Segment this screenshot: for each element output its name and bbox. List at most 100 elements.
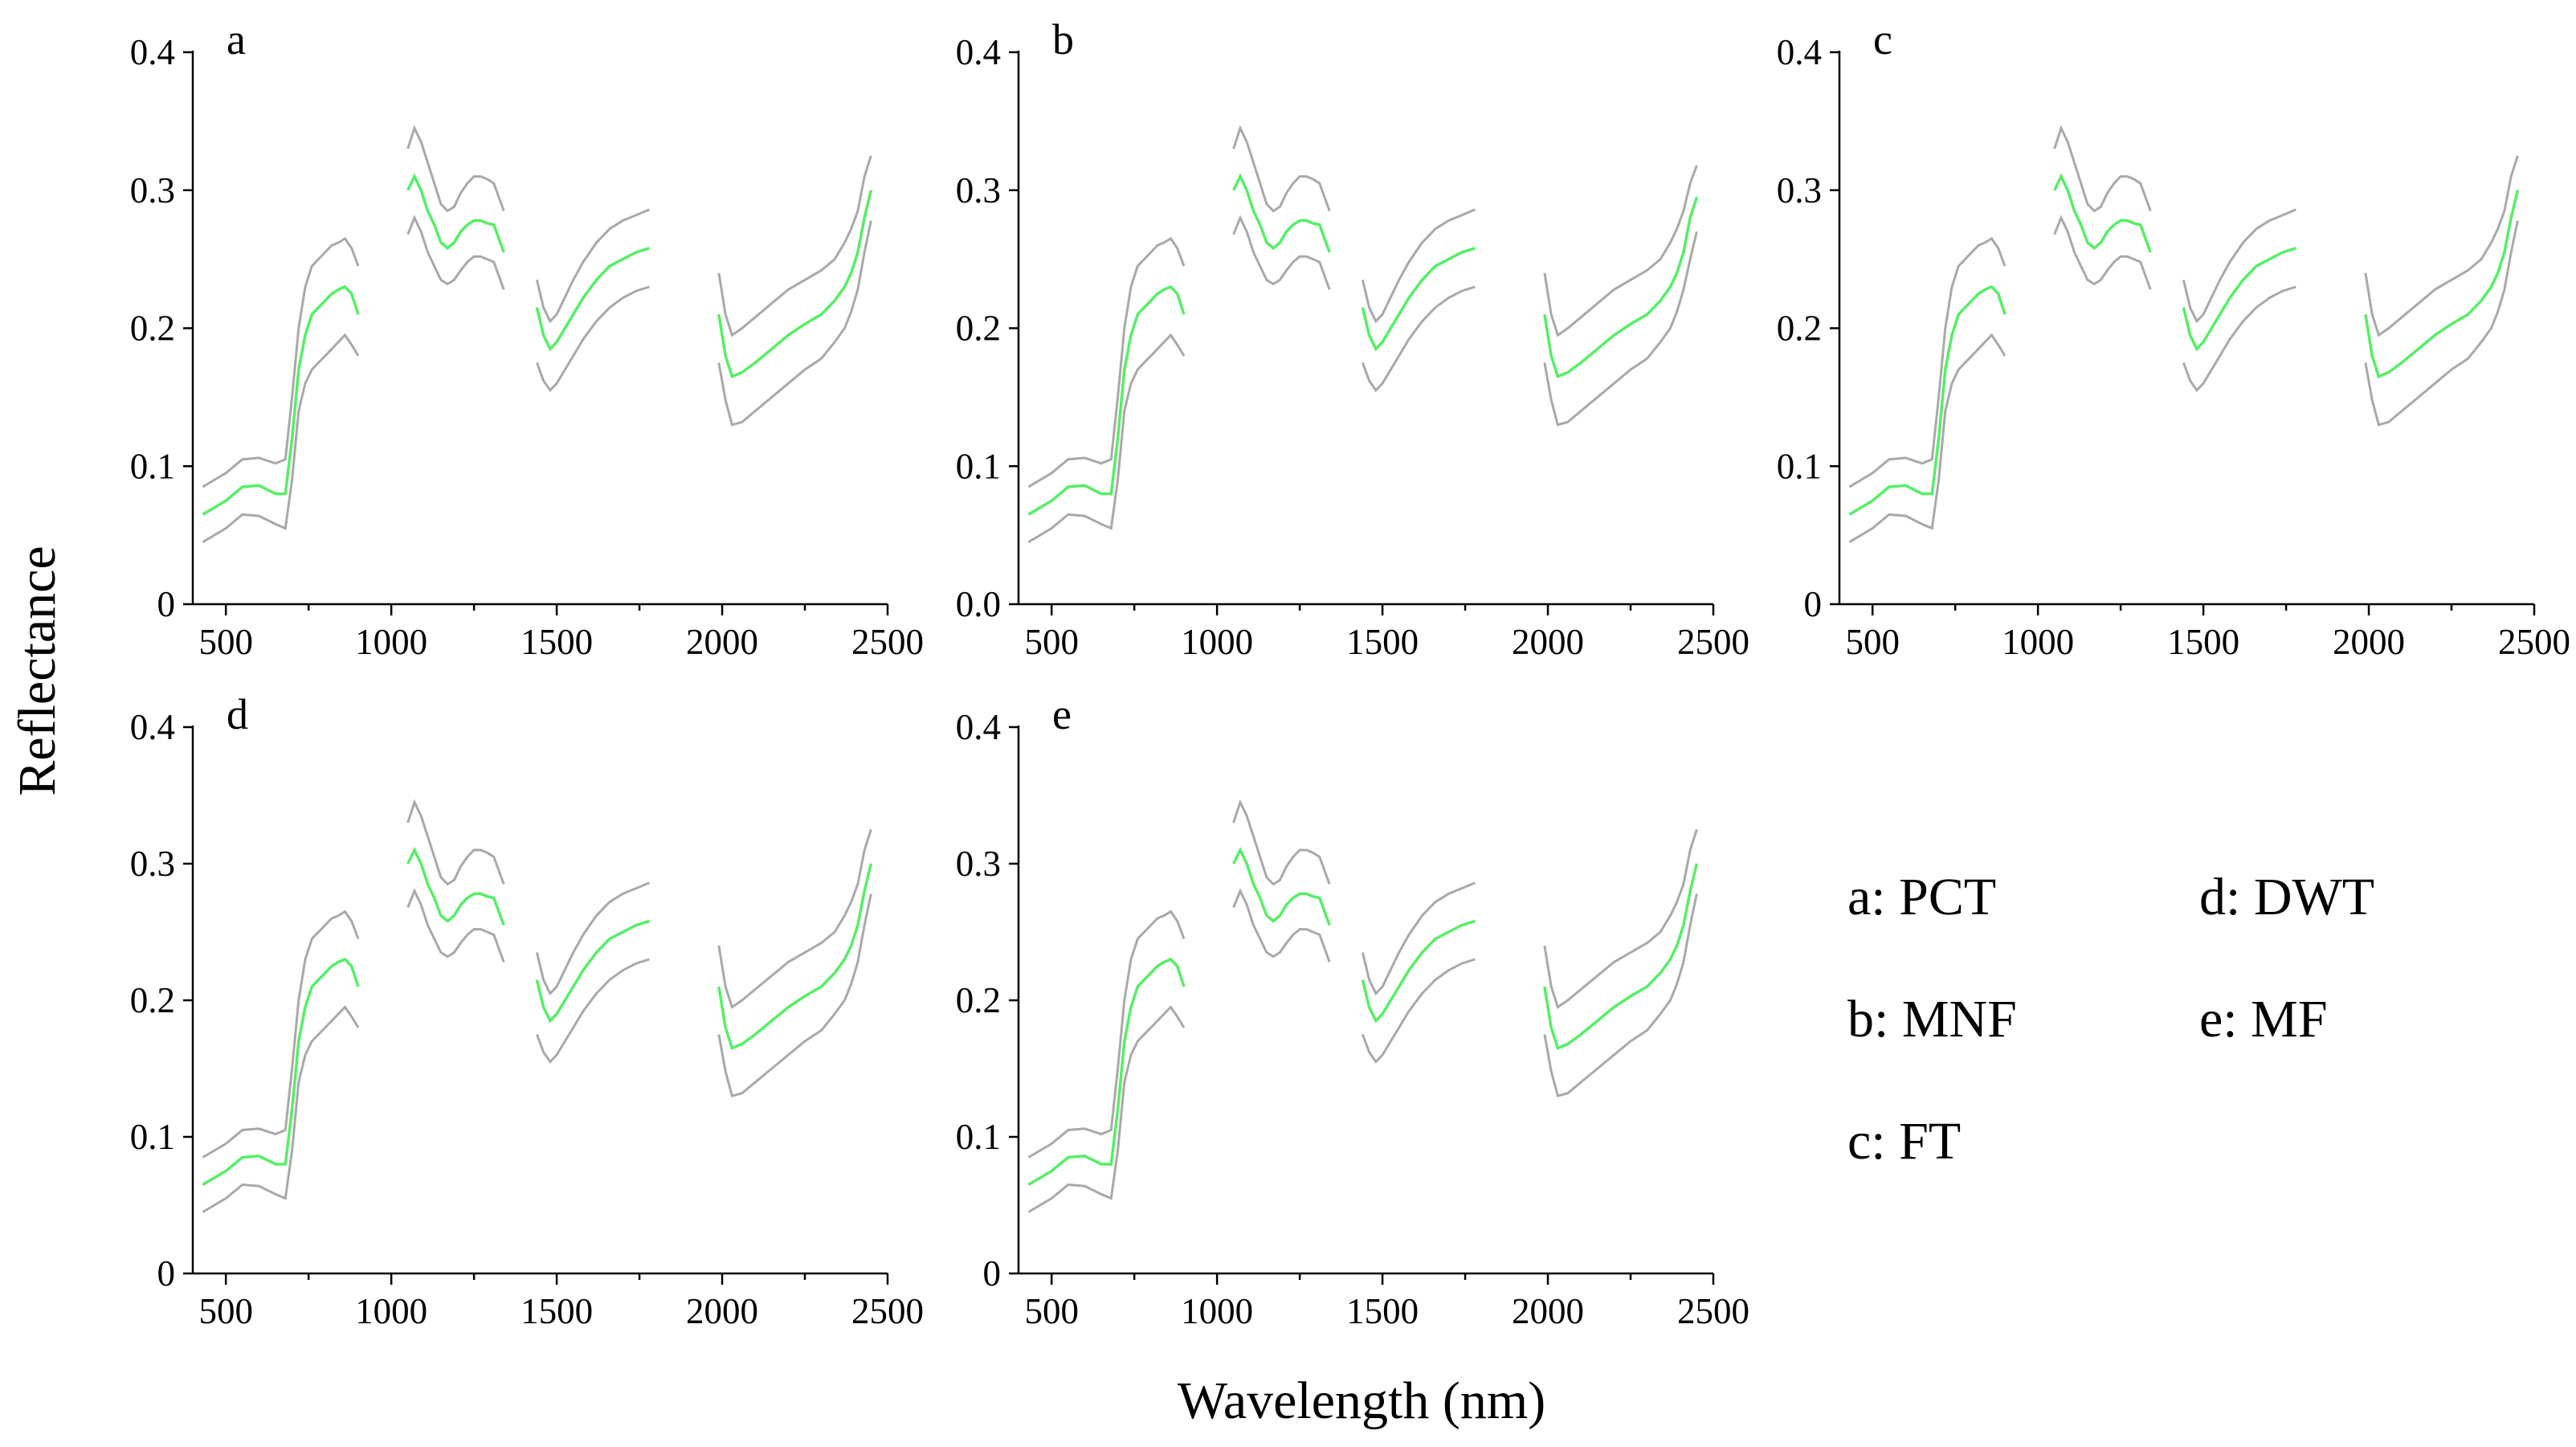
legend-entry-b: b: MNF	[1847, 990, 2017, 1048]
y-tick-label: 0.1	[956, 446, 1001, 486]
spectrum-segment-3	[2182, 208, 2296, 393]
upper-bound-line	[1361, 208, 1476, 324]
mean-reflectance-line	[535, 919, 650, 1024]
spectrum-segment-3	[535, 208, 650, 393]
mean-reflectance-line	[1232, 846, 1331, 926]
lower-bound-line	[1543, 231, 1698, 427]
lower-bound-line	[1232, 888, 1331, 963]
spectrum-segment-2	[406, 125, 505, 290]
lower-bound-line	[2182, 285, 2296, 393]
upper-bound-line	[202, 236, 360, 488]
x-tick-label: 1000	[355, 622, 427, 662]
x-tick-label: 1500	[521, 1291, 593, 1331]
spectrum-segment-3	[1361, 881, 1476, 1064]
mean-reflectance-line	[406, 173, 505, 253]
mean-reflectance-line	[535, 247, 650, 352]
legend-entry-c: c: FT	[1847, 1112, 1961, 1171]
upper-bound-line	[1232, 125, 1331, 213]
x-tick-label: 1500	[521, 622, 593, 662]
lower-bound-line	[1027, 1005, 1186, 1213]
y-axis-title: Reflectance	[8, 546, 67, 795]
upper-bound-line	[406, 125, 505, 213]
x-tick-label: 500	[1845, 622, 1900, 662]
x-tick-label: 2500	[2498, 622, 2570, 662]
upper-bound-line	[1027, 236, 1186, 488]
y-tick-label: 0	[157, 1253, 176, 1294]
lower-bound-line	[535, 285, 650, 393]
x-tick-label: 1000	[1181, 622, 1253, 662]
upper-bound-line	[1543, 829, 1698, 1009]
mean-reflectance-line	[1027, 284, 1186, 516]
x-tick-label: 500	[198, 1291, 253, 1331]
spectrum-segment-1	[202, 909, 360, 1213]
spectrum-segment-3	[535, 881, 650, 1064]
y-tick-label: 0.2	[130, 309, 175, 349]
mean-reflectance-line	[2182, 247, 2296, 352]
lower-bound-line	[406, 215, 505, 290]
x-tick-label: 2500	[1677, 1291, 1749, 1331]
y-tick-label: 0.2	[956, 309, 1001, 349]
lower-bound-line	[1232, 215, 1331, 290]
y-tick-label: 0.3	[956, 170, 1001, 211]
lower-bound-line	[717, 220, 872, 427]
y-tick-label: 0	[1804, 584, 1823, 624]
spectrum-segment-4	[717, 155, 873, 427]
x-tick-label: 1500	[1346, 1291, 1419, 1331]
mean-reflectance-line	[1232, 173, 1331, 253]
spectrum-segment-1	[1027, 236, 1186, 543]
mean-reflectance-line	[202, 957, 360, 1187]
spectrum-segment-2	[406, 799, 505, 963]
spectrum-segment-1	[1027, 909, 1186, 1213]
x-tick-label: 2000	[686, 1291, 758, 1331]
mean-reflectance-line	[2053, 173, 2152, 253]
mean-reflectance-line	[1543, 863, 1699, 1050]
upper-bound-line	[1361, 881, 1476, 996]
panel-label: c	[1873, 15, 1892, 63]
lower-bound-line	[2053, 215, 2152, 290]
mean-reflectance-line	[406, 846, 505, 926]
lower-bound-line	[1027, 333, 1186, 543]
x-tick-label: 500	[1024, 622, 1079, 662]
x-tick-label: 2000	[2333, 622, 2405, 662]
panel-label: b	[1052, 15, 1074, 63]
y-tick-label: 0.4	[130, 32, 175, 72]
y-tick-label: 0.1	[130, 1117, 175, 1157]
legend-entry-d: d: DWT	[2199, 868, 2374, 926]
y-tick-label: 0	[157, 584, 176, 624]
y-tick-label: 0.1	[1777, 446, 1822, 486]
panel-b: 0.0 0.1 0.2 0.3 0.4 500 1000 1500 2000 2500 b	[956, 15, 1749, 662]
lower-bound-line	[202, 1005, 360, 1213]
upper-bound-line	[2053, 125, 2152, 213]
upper-bound-line	[2182, 208, 2296, 324]
upper-bound-line	[1848, 236, 2007, 488]
x-tick-label: 2500	[851, 622, 924, 662]
mean-reflectance-line	[1027, 957, 1186, 1187]
panel-a: 0 0.1 0.2 0.3 0.4 500 1000 1500 2000 2500 a	[130, 15, 924, 662]
mean-reflectance-line	[1848, 284, 2007, 516]
x-axis-title: Wavelength (nm)	[1178, 1371, 1545, 1430]
lower-bound-line	[1361, 285, 1476, 393]
y-tick-label: 0.2	[956, 980, 1001, 1020]
upper-bound-line	[535, 881, 650, 996]
spectrum-segment-1	[202, 236, 360, 543]
panel-d: 0 0.1 0.2 0.3 0.4 500 1000 1500 2000 2500 d	[130, 690, 924, 1331]
upper-bound-line	[1543, 165, 1698, 337]
spectrum-segment-2	[2053, 125, 2152, 290]
y-tick-label: 0.3	[1777, 170, 1822, 211]
y-tick-label: 0.2	[1777, 309, 1822, 349]
x-tick-label: 2000	[686, 622, 758, 662]
upper-bound-line	[406, 799, 505, 886]
x-tick-label: 500	[198, 622, 253, 662]
mean-reflectance-line	[2364, 190, 2520, 378]
x-tick-label: 1500	[1346, 622, 1419, 662]
panel-e: 0 0.1 0.2 0.3 0.4 500 1000 1500 2000 2500 e	[956, 690, 1749, 1331]
y-tick-label: 0	[983, 1253, 1002, 1294]
spectrum-segment-4	[1543, 165, 1699, 427]
upper-bound-line	[1027, 909, 1186, 1159]
panel-c: 0 0.1 0.2 0.3 0.4 500 1000 1500 2000 2500 c	[1777, 15, 2570, 662]
mean-reflectance-line	[1361, 919, 1476, 1024]
y-tick-label: 0.1	[956, 1117, 1001, 1157]
